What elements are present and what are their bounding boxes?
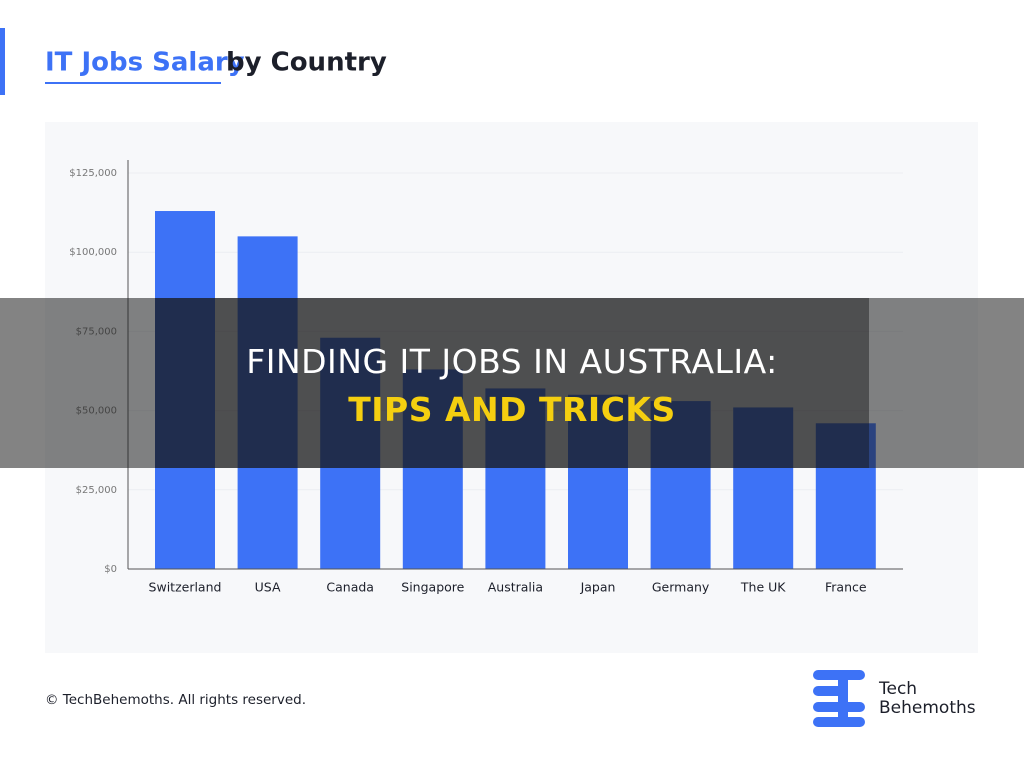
x-tick-label: Japan (580, 580, 616, 595)
x-tick-label: USA (255, 580, 281, 595)
chart-title-highlight: IT Jobs Salary (45, 48, 245, 78)
overlay-panel (155, 298, 869, 468)
chart-title-rest: by Country (226, 48, 387, 78)
y-tick-label: $100,000 (69, 247, 117, 258)
x-tick-label: Germany (652, 580, 710, 595)
x-tick-label: Singapore (401, 580, 464, 595)
x-tick-label: France (825, 580, 867, 595)
x-tick-label: Australia (488, 580, 543, 595)
y-tick-label: $0 (104, 564, 117, 575)
x-tick-label: Switzerland (149, 580, 222, 595)
logo-mark (813, 670, 865, 727)
overlay-headline: FINDING IT JOBS IN AUSTRALIA: (246, 342, 778, 381)
overlay-band (0, 298, 1024, 468)
copyright: © TechBehemoths. All rights reserved. (45, 692, 306, 708)
logo-text: Tech (878, 679, 917, 699)
overlay-subline: TIPS AND TRICKS (348, 390, 676, 429)
y-tick-label: $125,000 (69, 168, 117, 179)
accent-bar (0, 28, 5, 95)
x-tick-label: Canada (326, 580, 374, 595)
y-tick-label: $25,000 (76, 485, 117, 496)
x-tick-label: The UK (740, 580, 786, 595)
logo-text: Behemoths (879, 698, 976, 718)
